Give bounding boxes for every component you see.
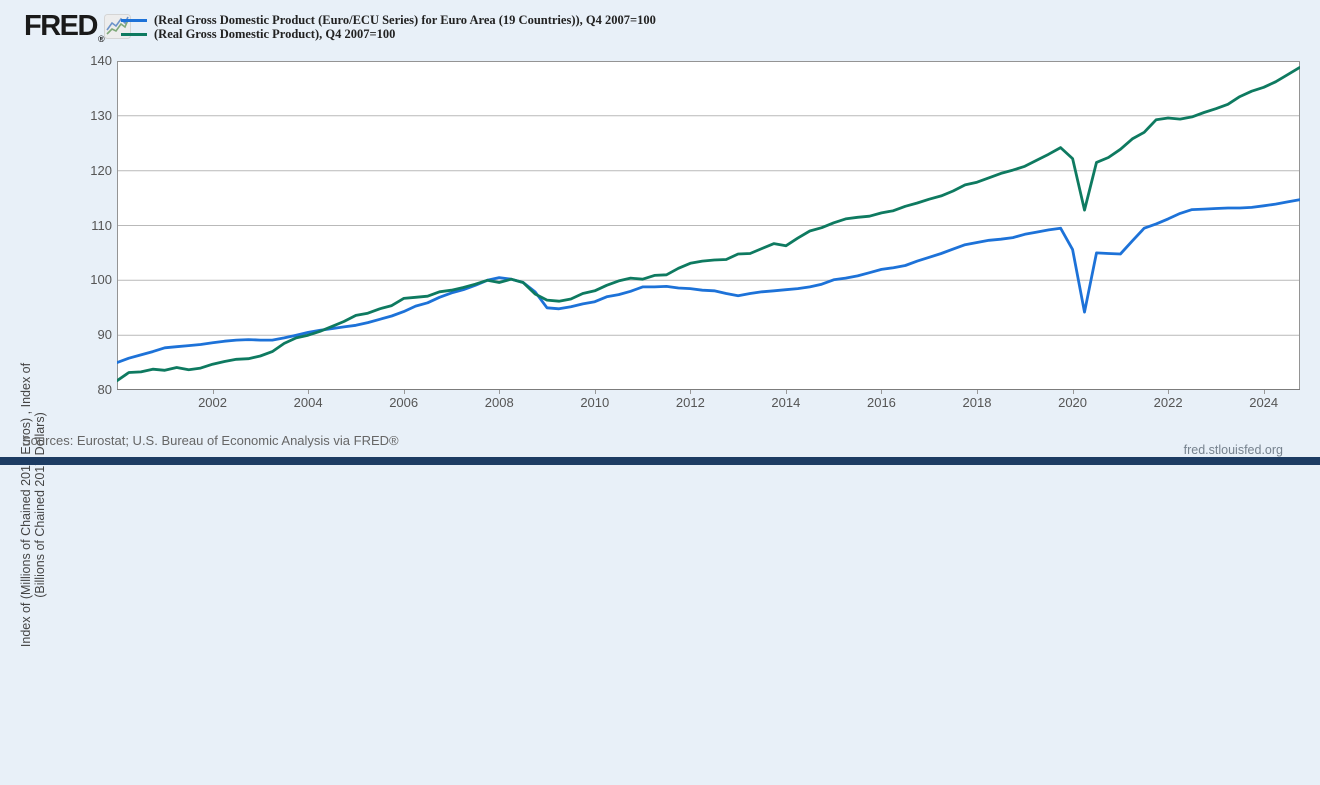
y-tick-label: 100 — [90, 272, 112, 288]
x-tick-mark — [1072, 390, 1074, 394]
x-tick-label: 2024 — [1249, 395, 1279, 410]
legend-label: (Real Gross Domestic Product), Q4 2007=1… — [154, 27, 396, 41]
x-tick-mark — [212, 390, 214, 394]
fred-logo-text: FRED — [24, 10, 98, 42]
x-tick-label: 2002 — [198, 395, 227, 410]
y-tick-label: 130 — [90, 107, 112, 123]
x-tick-mark — [881, 390, 883, 394]
y-tick-label: 120 — [90, 162, 112, 178]
legend-swatch — [121, 18, 147, 22]
y-tick-label: 110 — [91, 217, 112, 233]
fred-site-link[interactable]: fred.stlouisfed.org — [1183, 443, 1283, 457]
legend: (Real Gross Domestic Product (Euro/ECU S… — [121, 13, 656, 41]
plot-svg[interactable] — [117, 61, 1300, 390]
x-tick-mark — [1263, 390, 1265, 394]
x-tick-mark — [403, 390, 405, 394]
x-tick-mark — [690, 390, 692, 394]
y-tick-label: 80 — [97, 382, 112, 397]
x-tick-label: 2014 — [771, 395, 801, 410]
y-axis-title-line2: (Billions of Chained 2017 Dollars) — [33, 412, 47, 598]
x-tick-label: 2020 — [1058, 395, 1088, 410]
registered-mark: ® — [97, 34, 105, 44]
bottom-bar — [0, 457, 1320, 465]
x-tick-label: 2012 — [675, 395, 705, 410]
x-tick-label: 2008 — [484, 395, 514, 410]
legend-label: (Real Gross Domestic Product (Euro/ECU S… — [154, 13, 656, 27]
legend-item-euro-area: (Real Gross Domestic Product (Euro/ECU S… — [121, 13, 656, 27]
x-tick-label: 2006 — [389, 395, 419, 410]
x-tick-mark — [1168, 390, 1170, 394]
sources-text: Sources: Eurostat; U.S. Bureau of Econom… — [22, 433, 399, 448]
x-tick-mark — [499, 390, 501, 394]
x-tick-label: 2022 — [1153, 395, 1183, 410]
x-tick-label: 2018 — [962, 395, 992, 410]
y-tick-label: 140 — [90, 53, 112, 68]
y-axis-title-line1: Index of (Millions of Chained 2010 Euros… — [19, 362, 33, 648]
fred-logo[interactable]: FRED® — [24, 10, 105, 44]
y-tick-label: 90 — [97, 327, 112, 343]
x-tick-mark — [594, 390, 596, 394]
x-tick-label: 2004 — [293, 395, 323, 410]
x-tick-label: 2016 — [866, 395, 896, 410]
x-tick-label: 2010 — [580, 395, 610, 410]
x-tick-mark — [308, 390, 310, 394]
x-tick-mark — [977, 390, 979, 394]
legend-item-us: (Real Gross Domestic Product), Q4 2007=1… — [121, 27, 656, 41]
x-tick-mark — [785, 390, 787, 394]
legend-swatch — [121, 32, 147, 36]
